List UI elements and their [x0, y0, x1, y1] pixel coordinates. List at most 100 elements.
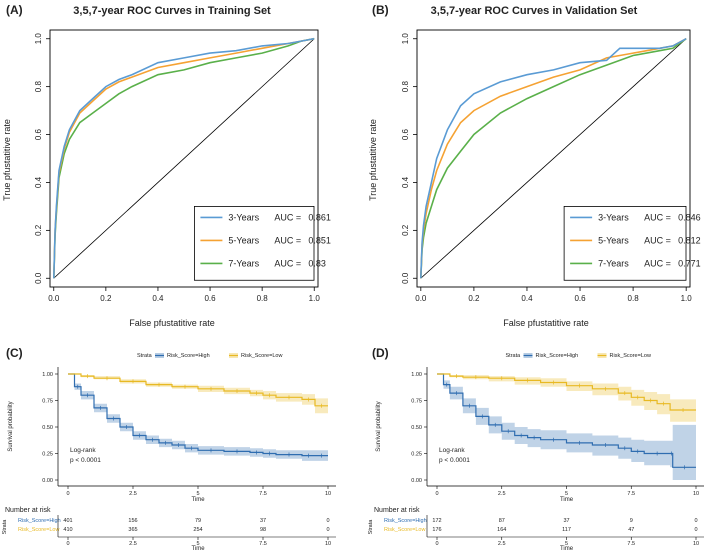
risk-count: 37 [563, 518, 569, 524]
risk-count: 172 [432, 518, 441, 524]
confidence-band-risk-score-high [68, 374, 328, 461]
risk-count: 0 [694, 518, 697, 524]
risk-table-x-tick-label: 7.5 [259, 541, 267, 547]
risk-table-x-tick-label: 2.5 [498, 541, 506, 547]
km-panel-c: (C) Strata Risk_Score=High Risk_Score=Low 0.… [2, 346, 336, 552]
x-axis-label: False pfustatitive rate [503, 318, 589, 328]
plot-frame [416, 29, 691, 288]
panel-label: (B) [372, 3, 389, 17]
x-tick-label: 5 [565, 491, 568, 497]
y-tick-label: 0.4 [401, 176, 410, 188]
y-tick-label: 0.8 [34, 81, 43, 93]
reference-diagonal [420, 38, 687, 279]
risk-count: 156 [128, 518, 137, 524]
risk-table-x-axis-label: Time [560, 546, 574, 552]
chart-title: 3,5,7-year ROC Curves in Validation Set [431, 5, 638, 17]
legend-auc-value: 0.771 [678, 258, 701, 268]
y-tick-label: 0.6 [34, 128, 43, 140]
x-tick-label: 0.6 [574, 294, 586, 303]
legend-auc-value: 0.861 [308, 212, 331, 222]
x-tick-label: 0.2 [100, 294, 112, 303]
legend-auc-value: 0.851 [308, 235, 331, 245]
x-tick-label: 0.2 [468, 294, 480, 303]
x-tick-label: 0.8 [628, 294, 640, 303]
roc-curve-7-years [420, 38, 687, 279]
y-tick-label: 0.00 [42, 478, 53, 484]
legend-series-name: 3-Years [598, 212, 629, 222]
risk-count: 164 [497, 527, 506, 533]
legend-auc-value: 0.83 [308, 258, 326, 268]
risk-count: 0 [694, 527, 697, 533]
risk-table-x-tick-label: 10 [325, 541, 331, 547]
roc-curve-3-years [53, 37, 315, 279]
legend-auc-value: 0.846 [678, 212, 701, 222]
risk-table-x-tick-label: 0 [435, 541, 438, 547]
legend-auc-label: AUC = [274, 235, 301, 245]
roc-curve-5-years [420, 37, 687, 279]
survival-curve-risk-score-high [68, 373, 328, 457]
legend-auc-label: AUC = [644, 258, 671, 268]
roc-panel-b: (B) 3,5,7-year ROC Curves in Validation S… [368, 3, 701, 328]
y-tick-label: 1.00 [411, 372, 422, 378]
log-rank-label: Log-rank [439, 447, 465, 454]
p-value-label: p < 0.0001 [439, 457, 470, 464]
panel-label: (A) [6, 3, 23, 17]
risk-count: 37 [260, 518, 266, 524]
y-axis-label: Survival probability [376, 401, 382, 451]
risk-table-title: Number at risk [374, 507, 420, 514]
x-tick-label: 5 [196, 491, 199, 497]
y-tick-label: 0.50 [411, 425, 422, 431]
legend-auc-label: AUC = [644, 212, 671, 222]
risk-count: 9 [630, 518, 633, 524]
x-tick-label: 7.5 [627, 491, 635, 497]
x-tick-label: 0.8 [257, 294, 269, 303]
legend-auc-label: AUC = [274, 258, 301, 268]
risk-table-x-tick-label: 0 [66, 541, 69, 547]
y-tick-label: 0.6 [401, 128, 410, 140]
x-tick-label: 2.5 [129, 491, 137, 497]
y-tick-label: 1.0 [401, 33, 410, 45]
risk-table-x-tick-label: 5 [565, 541, 568, 547]
x-tick-label: 1.0 [309, 294, 321, 303]
legend-auc-label: AUC = [644, 235, 671, 245]
risk-table-x-axis-label: Time [191, 546, 205, 552]
y-axis-label: True pfustatitive rate [2, 119, 12, 201]
risk-count: 365 [128, 527, 137, 533]
x-tick-label: 7.5 [259, 491, 267, 497]
y-tick-label: 1.0 [34, 33, 43, 45]
legend-series-name: 7-Years [598, 258, 629, 268]
y-tick-label: 0.8 [401, 81, 410, 93]
panel-label: (C) [6, 346, 23, 360]
risk-count: 87 [499, 518, 505, 524]
x-tick-label: 2.5 [498, 491, 506, 497]
y-tick-label: 1.00 [42, 372, 53, 378]
strata-legend-title: Strata [137, 353, 153, 359]
strata-legend-label: Risk_Score=Low [610, 353, 651, 359]
y-tick-label: 0.2 [34, 224, 43, 236]
risk-count: 410 [63, 527, 72, 533]
panel-label: (D) [372, 346, 389, 360]
x-axis-label: Time [560, 497, 574, 503]
risk-count: 98 [260, 527, 266, 533]
y-tick-label: 0.0 [34, 272, 43, 284]
roc-panel-a: (A) 3,5,7-year ROC Curves in Training Set… [2, 3, 331, 328]
legend-series-name: 3-Years [228, 212, 259, 222]
risk-table-x-tick-label: 2.5 [129, 541, 137, 547]
x-tick-label: 0.4 [521, 294, 533, 303]
strata-legend-label: Risk_Score=High [536, 353, 579, 359]
risk-table-row-label: Risk_Score=Low [384, 527, 425, 533]
risk-table-x-tick-label: 7.5 [627, 541, 635, 547]
x-tick-label: 0 [66, 491, 69, 497]
x-tick-label: 0.0 [415, 294, 427, 303]
x-tick-label: 0.6 [204, 294, 216, 303]
y-tick-label: 0.2 [401, 224, 410, 236]
reference-diagonal [53, 38, 315, 279]
x-tick-label: 1.0 [681, 294, 693, 303]
risk-count: 47 [628, 527, 634, 533]
y-tick-label: 0.25 [42, 452, 53, 458]
survival-curve-risk-score-high [437, 373, 696, 468]
risk-count: 117 [562, 527, 571, 533]
risk-count: 79 [195, 518, 201, 524]
x-tick-label: 0.4 [152, 294, 164, 303]
x-tick-label: 10 [693, 491, 699, 497]
